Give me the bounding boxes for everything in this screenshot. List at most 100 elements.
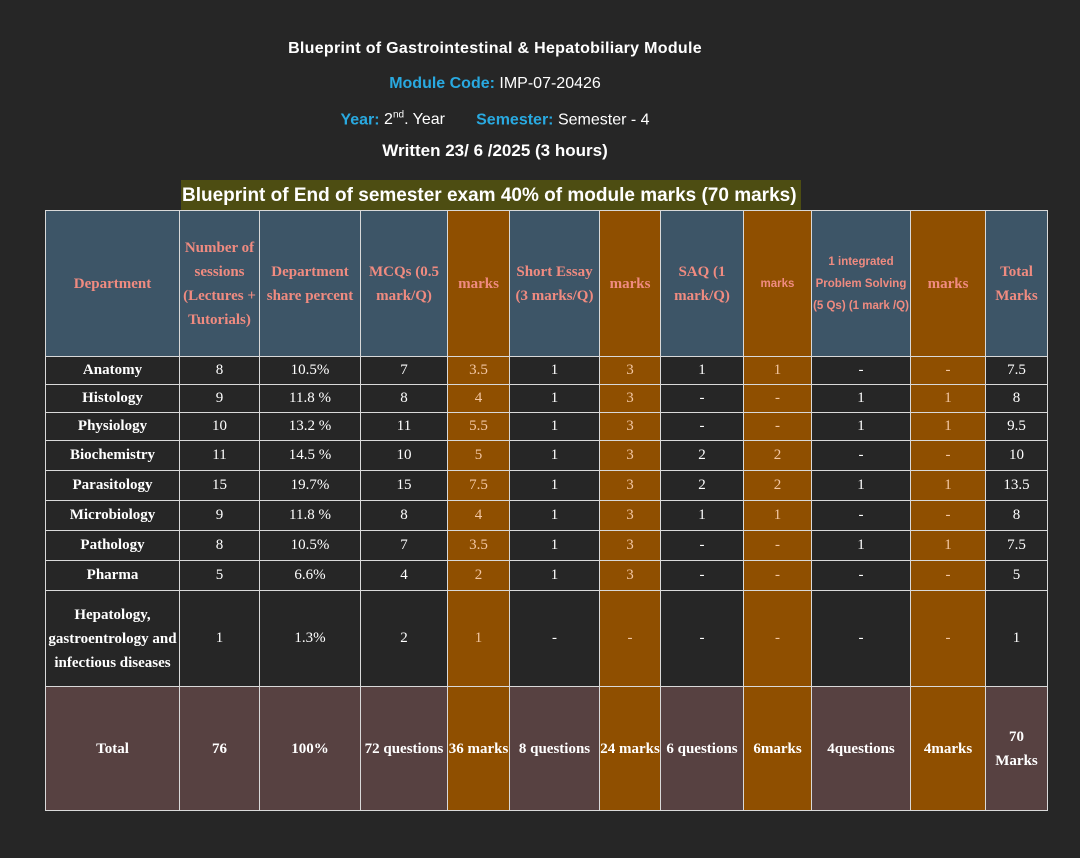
total-cell: Total [45,686,180,811]
table-cell: - [660,384,744,413]
table-cell: 10 [360,440,448,471]
table-cell: 1 [910,412,986,441]
table-cell: 4 [447,500,510,531]
table-cell: 3 [599,384,661,413]
table-cell: 10 [179,412,260,441]
module-code-line: Module Code: IMP-07-20426 [0,75,990,93]
table-cell: 8 [985,500,1048,531]
table-cell: - [660,590,744,687]
total-cell: 100% [259,686,361,811]
table-cell: 8 [985,384,1048,413]
table-cell: 10.5% [259,530,361,561]
table-cell: 1 [910,384,986,413]
total-row: Total 76 100% 72 questions 36 marks 8 questio… [45,686,1048,811]
table-cell: 3 [599,470,661,501]
semester-label: Semester: [476,111,554,129]
table-row: Hepatology, gastroentrology and infectio… [45,590,1048,687]
table-cell: 15 [360,470,448,501]
table-cell: 2 [743,470,812,501]
table-cell: 7.5 [985,356,1048,385]
table-cell: 1 [509,440,600,471]
table-cell: 2 [360,590,448,687]
table-cell: 1 [910,470,986,501]
table-cell: 8 [179,356,260,385]
table-cell: 5 [179,560,260,591]
table-cell: - [660,412,744,441]
table-cell: 6.6% [259,560,361,591]
table-cell: - [910,356,986,385]
table-cell: 1 [811,470,911,501]
total-cell: 70 Marks [985,686,1048,811]
year-value: 2nd. Year [384,110,445,129]
col-header: marks [599,210,661,357]
table-cell: - [811,500,911,531]
table-cell: 3 [599,440,661,471]
department-cell: Biochemistry [45,440,180,471]
table-cell: 10 [985,440,1048,471]
department-cell: Pharma [45,560,180,591]
department-cell: Histology [45,384,180,413]
table-row: Anatomy 8 10.5% 7 3.5 1 3 1 1- -7.5 [45,356,1048,385]
col-header: Department [45,210,180,357]
table-row: Pathology 8 10.5% 7 3.5 1 3- -1 1 7.5 [45,530,1048,561]
table-cell: 1 [743,500,812,531]
table-cell: 1 [811,412,911,441]
table-cell: - [910,560,986,591]
department-cell: Parasitology [45,470,180,501]
table-cell: 1.3% [259,590,361,687]
table-cell: 1 [743,356,812,385]
table-cell: 2 [743,440,812,471]
table-cell: 1 [509,356,600,385]
year-semester-line: Year: 2nd. Year Semester: Semester - 4 [0,110,990,129]
table-cell: 11 [179,440,260,471]
table-cell: 5.5 [447,412,510,441]
col-header: Total Marks [985,210,1048,357]
table-cell: - [743,560,812,591]
table-cell: 8 [179,530,260,561]
table-cell: 3.5 [447,530,510,561]
table-cell: 1 [179,590,260,687]
table-cell: 1 [811,530,911,561]
table-cell: 13.5 [985,470,1048,501]
table-cell: - [811,440,911,471]
semester-value: Semester - 4 [557,111,650,129]
table-cell: 2 [660,470,744,501]
col-header: 1 integrated Problem Solving (5 Qs) (1 m… [811,210,911,357]
table-cell: 13.2 % [259,412,361,441]
table-cell: 7 [360,530,448,561]
table-cell: 1 [660,356,744,385]
table-cell: 3 [599,560,661,591]
table-cell: 9.5 [985,412,1048,441]
table-row: Biochemistry 11 14.5 % 10 5 1 3 2 2- -10 [45,440,1048,471]
table-cell: 5 [447,440,510,471]
table-cell: 19.7% [259,470,361,501]
table-cell: 11 [360,412,448,441]
table-cell: 2 [660,440,744,471]
col-header: Number of sessions (Lectures + Tutorials… [179,210,260,357]
total-cell: 4questions [811,686,911,811]
table-cell: - [811,590,911,687]
total-cell: 6marks [743,686,812,811]
table-cell: 1 [509,384,600,413]
table-cell: 3 [599,356,661,385]
table-cell: 4 [360,560,448,591]
table-row: Pharma 5 6.6% 4 2 1 3- - - -5 [45,560,1048,591]
table-cell: 1 [910,530,986,561]
table-cell: 1 [447,590,510,687]
table-cell: 9 [179,500,260,531]
table-cell: 7.5 [985,530,1048,561]
table-cell: 1 [509,560,600,591]
table-cell: 3.5 [447,356,510,385]
table-cell: 10.5% [259,356,361,385]
table-cell: 14.5 % [259,440,361,471]
table-cell: - [910,590,986,687]
table-cell: - [660,530,744,561]
col-header: Short Essay (3 marks/Q) [509,210,600,357]
table-cell: - [910,500,986,531]
table-cell: - [509,590,600,687]
total-cell: 24 marks [599,686,661,811]
table-cell: 1 [509,412,600,441]
department-cell: Physiology [45,412,180,441]
total-cell: 72 questions [360,686,448,811]
table-cell: 8 [360,384,448,413]
